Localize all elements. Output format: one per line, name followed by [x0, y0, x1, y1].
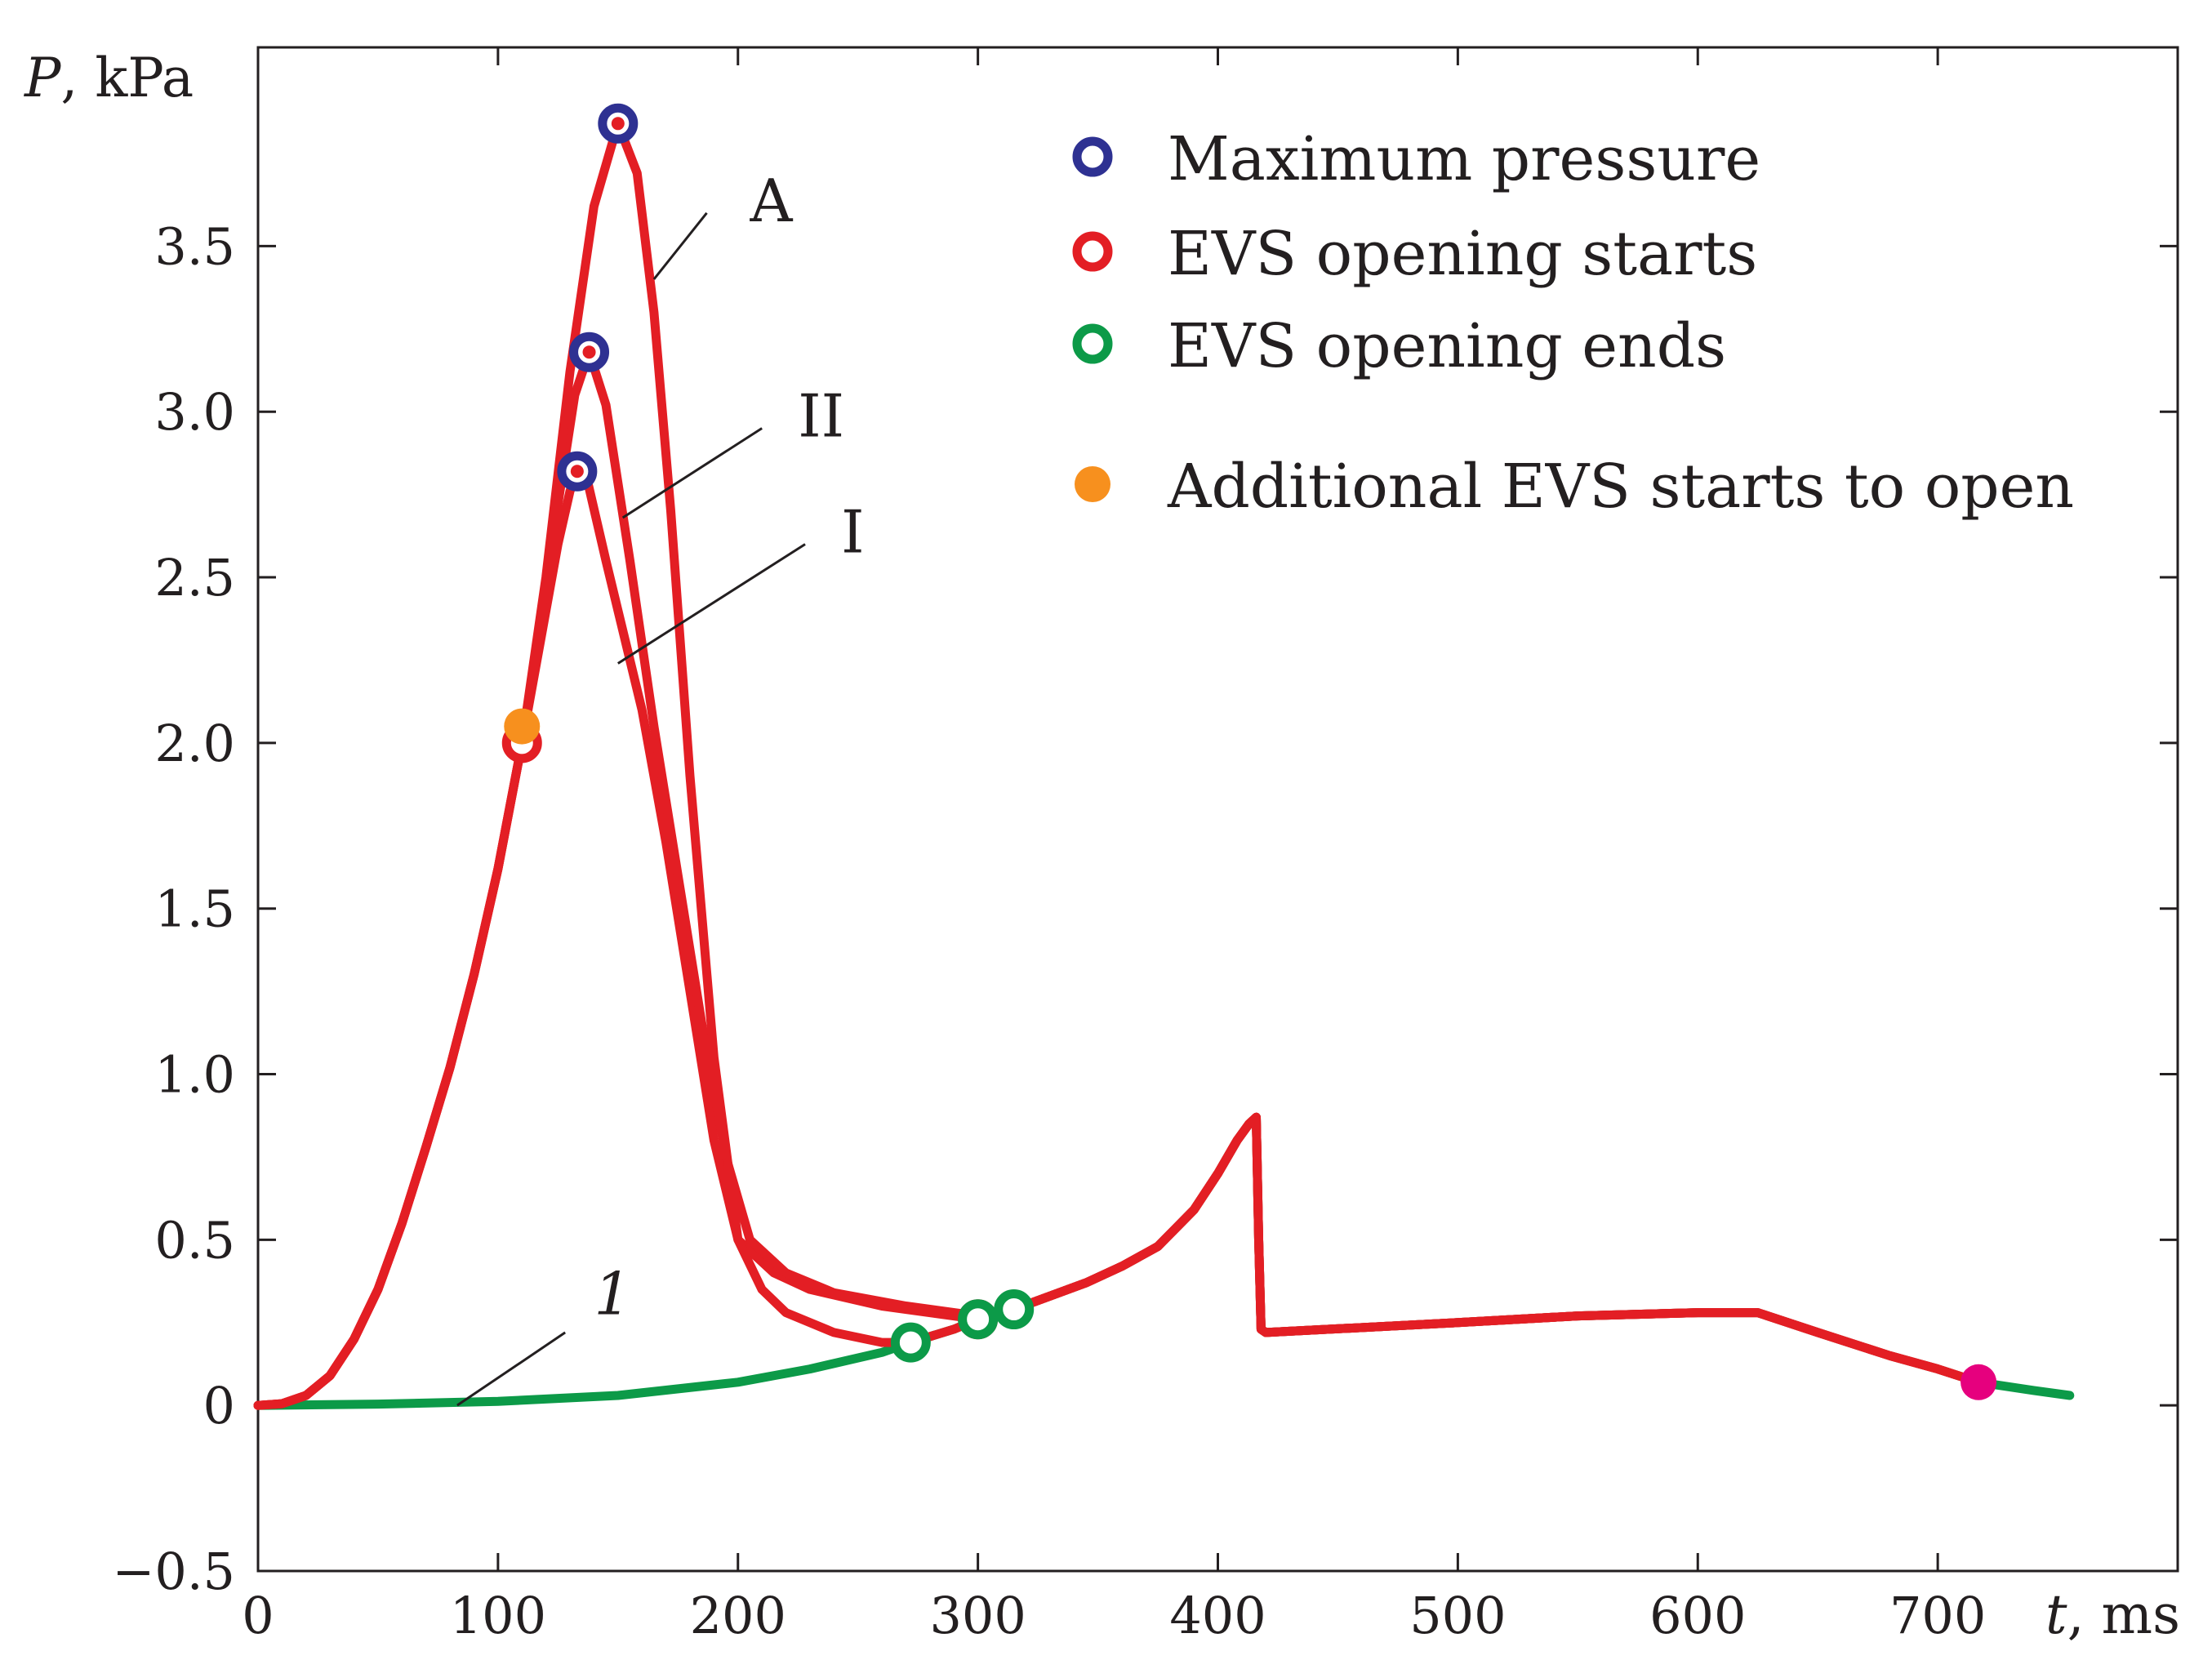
- x-tick-label: 600: [1649, 1586, 1746, 1645]
- y-tick-label: 3.0: [154, 382, 235, 442]
- annotation-label: 1: [594, 1259, 631, 1328]
- series-line-A: [253, 118, 1983, 1410]
- x-tick-label: 400: [1169, 1586, 1266, 1645]
- evs-start-marker: [570, 465, 584, 478]
- evs-end-marker: [994, 1289, 1035, 1330]
- legend-marker-additional_evs: [1075, 466, 1110, 502]
- legend-marker-evs_opening_starts: [1072, 231, 1113, 272]
- annotation-leader: [456, 1331, 566, 1407]
- y-tick-label: 0: [203, 1376, 235, 1435]
- annotation-leader: [621, 427, 763, 519]
- special-marker: [1961, 1364, 1997, 1400]
- legend-label: Additional EVS starts to open: [1167, 452, 2074, 522]
- x-tick-label: 100: [450, 1586, 546, 1645]
- x-tick-label: 0: [242, 1586, 274, 1645]
- axes: 0 100 200 300 400 500 600 700−0.500.51.01.52.02…: [24, 46, 2180, 1646]
- series-lines: [253, 118, 2075, 1410]
- x-tick-label: 700: [1889, 1586, 1986, 1645]
- x-axis-unit: , ms: [2067, 1583, 2180, 1646]
- legend-marker-evs_opening_ends: [1072, 323, 1113, 364]
- x-axis-symbol: t: [2045, 1583, 2067, 1646]
- x-tick-label: 300: [929, 1586, 1026, 1645]
- y-tick-label: 1.0: [154, 1045, 235, 1105]
- y-axis-symbol: P: [24, 47, 62, 109]
- x-tick-label: 200: [690, 1586, 786, 1645]
- legend-label: Maximum pressure: [1168, 124, 1760, 194]
- y-axis-title: P, kPa: [24, 47, 194, 109]
- legend-label: EVS opening ends: [1168, 311, 1726, 381]
- additional-evs-marker: [504, 708, 541, 745]
- legend-label: EVS opening starts: [1168, 219, 1757, 289]
- evs-end-marker: [890, 1322, 931, 1363]
- evs-start-marker: [611, 117, 625, 131]
- legend-marker-max_pressure: [1072, 136, 1113, 177]
- annotation-label: II: [798, 382, 844, 451]
- annotation-label: A: [749, 167, 793, 235]
- y-tick-label: 2.0: [154, 714, 235, 773]
- y-tick-label: 3.5: [154, 216, 235, 276]
- y-tick-label: 1.5: [154, 879, 235, 939]
- x-axis-title: t, ms: [2045, 1583, 2180, 1646]
- x-tick-label: 500: [1409, 1586, 1506, 1645]
- evs-start-marker: [582, 345, 596, 359]
- series-line-1: [253, 1112, 2075, 1410]
- annotation-leader: [652, 211, 708, 280]
- annotation-label: I: [841, 497, 864, 566]
- y-axis-unit: , kPa: [60, 47, 194, 109]
- y-tick-label: 2.5: [154, 548, 235, 607]
- legend: Maximum pressure EVS opening starts EVS op…: [1072, 124, 2074, 522]
- y-tick-label: −0.5: [112, 1542, 235, 1601]
- evs-end-marker: [958, 1299, 999, 1340]
- data-markers: [501, 103, 1997, 1400]
- y-tick-label: 0.5: [154, 1210, 235, 1270]
- annotation-leader: [617, 543, 806, 665]
